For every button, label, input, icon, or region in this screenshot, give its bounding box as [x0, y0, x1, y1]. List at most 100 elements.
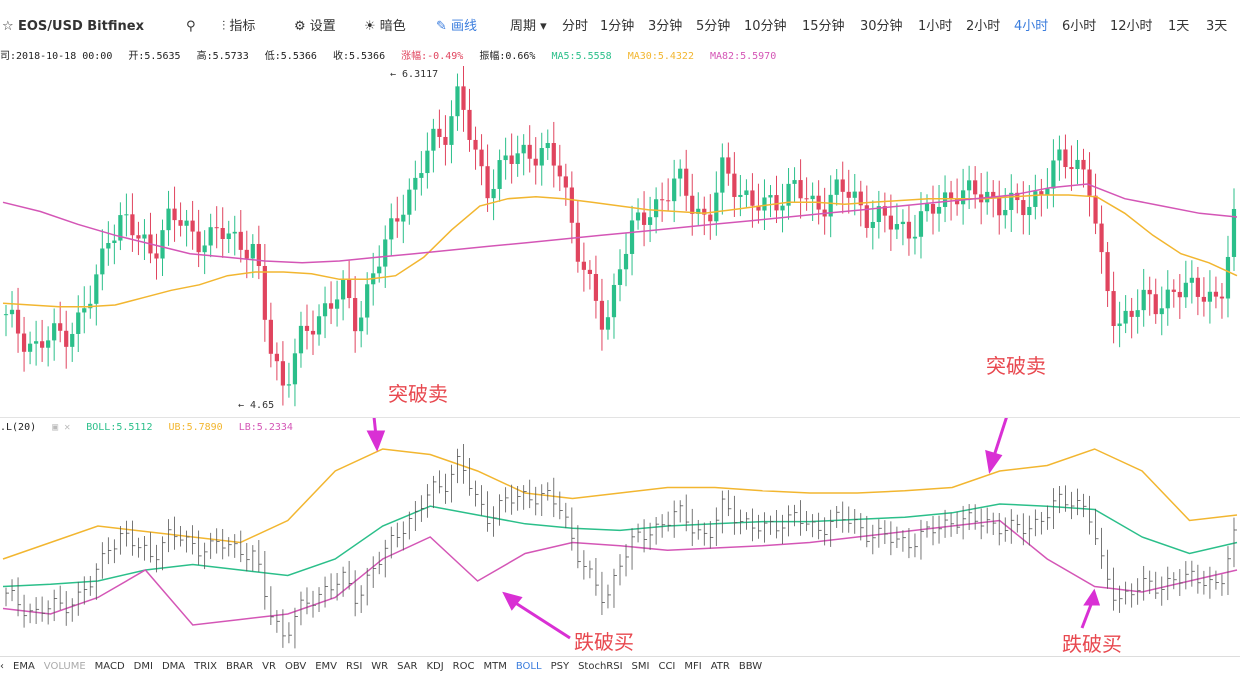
- indicator-tab-vr[interactable]: VR: [262, 661, 276, 672]
- indicator-tab-stochrsi[interactable]: StochRSI: [578, 661, 623, 672]
- period-7[interactable]: 1小时: [918, 19, 953, 34]
- draw-button[interactable]: ✎ 画线: [436, 14, 477, 40]
- candle-body: [1225, 256, 1231, 299]
- indicator-tab-roc[interactable]: ROC: [452, 661, 475, 672]
- candle-body: [316, 316, 322, 335]
- candle-body: [521, 144, 526, 154]
- candle-body: [858, 191, 863, 206]
- info-close: 收:5.5366: [332, 51, 386, 62]
- indicator-tab-smi[interactable]: SMI: [631, 661, 650, 672]
- pane-divider[interactable]: [0, 417, 1240, 418]
- candle-body: [852, 191, 857, 198]
- candle-body: [1165, 289, 1170, 309]
- annotation-breakout-sell-2: 突破卖: [986, 354, 1046, 378]
- candles: [3, 66, 1237, 407]
- candle-body: [1003, 209, 1008, 216]
- candle-body: [1111, 291, 1116, 327]
- period-0[interactable]: 分时: [562, 19, 589, 34]
- candle-body: [708, 214, 713, 222]
- candle-body: [1051, 160, 1056, 189]
- boll-infobar: .L(20) ▣ ✕ BOLL:5.5112 UB:5.7890 LB:5.23…: [0, 420, 303, 436]
- indicator-tab-boll[interactable]: BOLL: [515, 661, 542, 672]
- candle-body: [678, 168, 683, 179]
- candle-body: [936, 206, 942, 214]
- candle-body: [413, 177, 418, 190]
- candle-body: [268, 319, 273, 354]
- indicator-tab-ema[interactable]: EMA: [13, 661, 35, 672]
- arrow-breakout-sell-2: [992, 418, 1008, 457]
- candle-body: [1177, 291, 1182, 298]
- period-8[interactable]: 2小时: [966, 19, 1001, 34]
- period-3[interactable]: 5分钟: [696, 19, 731, 34]
- indicator-tab-emv[interactable]: EMV: [315, 661, 338, 672]
- candle-body: [322, 303, 328, 317]
- indicators-label: 指标: [229, 19, 256, 34]
- period-10[interactable]: 6小时: [1062, 19, 1097, 34]
- indicator-tab-rsi[interactable]: RSI: [346, 661, 363, 672]
- indicator-tab-macd[interactable]: MACD: [94, 661, 125, 672]
- tabs-scroll-left-icon[interactable]: ‹: [0, 661, 4, 672]
- indicator-tab-kdj[interactable]: KDJ: [426, 661, 444, 672]
- period-5[interactable]: 15分钟: [802, 19, 845, 34]
- candle-body: [1099, 223, 1104, 253]
- ohlc-bars: [5, 443, 1237, 649]
- candle-body: [840, 179, 845, 192]
- period-13[interactable]: 3天: [1206, 19, 1228, 34]
- indicator-tab-dma[interactable]: DMA: [161, 661, 186, 672]
- candle-body: [21, 333, 27, 352]
- indicator-tab-bbw[interactable]: BBW: [738, 661, 763, 672]
- candle-body: [810, 195, 815, 200]
- indicator-tab-mfi[interactable]: MFI: [684, 661, 702, 672]
- indicator-tab-mtm[interactable]: MTM: [483, 661, 507, 672]
- indicator-tab-brar[interactable]: BRAR: [225, 661, 254, 672]
- gear-icon: ⚙: [294, 19, 310, 34]
- period-dropdown[interactable]: 周期 ▾: [510, 14, 547, 40]
- search-icon[interactable]: ⚲: [186, 19, 196, 34]
- indicator-tab-atr[interactable]: ATR: [710, 661, 730, 672]
- candle-body: [1219, 296, 1225, 299]
- candle-body: [804, 198, 809, 200]
- period-6[interactable]: 30分钟: [860, 19, 903, 34]
- candle-body: [64, 330, 69, 347]
- period-11[interactable]: 12小时: [1110, 19, 1153, 34]
- candle-body: [142, 234, 147, 239]
- indicator-tab-wr[interactable]: WR: [371, 661, 389, 672]
- candle-body: [449, 116, 454, 145]
- candle-body: [1105, 252, 1110, 292]
- settings-button[interactable]: ⚙ 设置: [294, 14, 336, 40]
- candle-body: [786, 183, 791, 206]
- indicator-tab-cci[interactable]: CCI: [658, 661, 676, 672]
- price-chart[interactable]: ← 6.3117 ← 4.65: [0, 66, 1240, 416]
- theme-button[interactable]: ☀ 暗色: [364, 14, 406, 40]
- annotation-breakdown-buy-2: 跌破买: [1062, 632, 1122, 656]
- period-2[interactable]: 3分钟: [648, 19, 683, 34]
- candle-body: [720, 157, 725, 193]
- indicator-tab-psy[interactable]: PSY: [550, 661, 570, 672]
- indicators-button[interactable]: ⫶ 指标: [222, 14, 255, 40]
- candle-body: [557, 165, 562, 177]
- candle-body: [250, 243, 255, 259]
- candle-body: [660, 199, 665, 201]
- period-4[interactable]: 10分钟: [744, 19, 787, 34]
- period-9[interactable]: 4小时: [1014, 19, 1049, 34]
- boll-chart[interactable]: [0, 418, 1240, 656]
- ma82-line: [2, 183, 1238, 264]
- candle-body: [1183, 282, 1188, 298]
- indicator-tab-dmi[interactable]: DMI: [133, 661, 153, 672]
- indicator-tab-trix[interactable]: TRIX: [194, 661, 217, 672]
- candle-body: [599, 300, 605, 330]
- indicator-tab-sar[interactable]: SAR: [397, 661, 418, 672]
- star-icon[interactable]: ☆: [2, 19, 14, 34]
- candle-body: [641, 212, 647, 225]
- boll-settings-icon[interactable]: ▣ ✕: [52, 422, 71, 433]
- candle-body: [1033, 191, 1038, 207]
- indicator-tab-volume[interactable]: VOLUME: [43, 661, 86, 672]
- candle-body: [973, 180, 978, 195]
- period-1[interactable]: 1分钟: [600, 19, 635, 34]
- candle-body: [46, 340, 51, 348]
- indicator-tab-obv[interactable]: OBV: [284, 661, 307, 672]
- candle-body: [377, 266, 382, 274]
- annotation-breakout-sell-1: 突破卖: [388, 382, 448, 406]
- candle-body: [52, 323, 57, 341]
- period-12[interactable]: 1天: [1168, 19, 1190, 34]
